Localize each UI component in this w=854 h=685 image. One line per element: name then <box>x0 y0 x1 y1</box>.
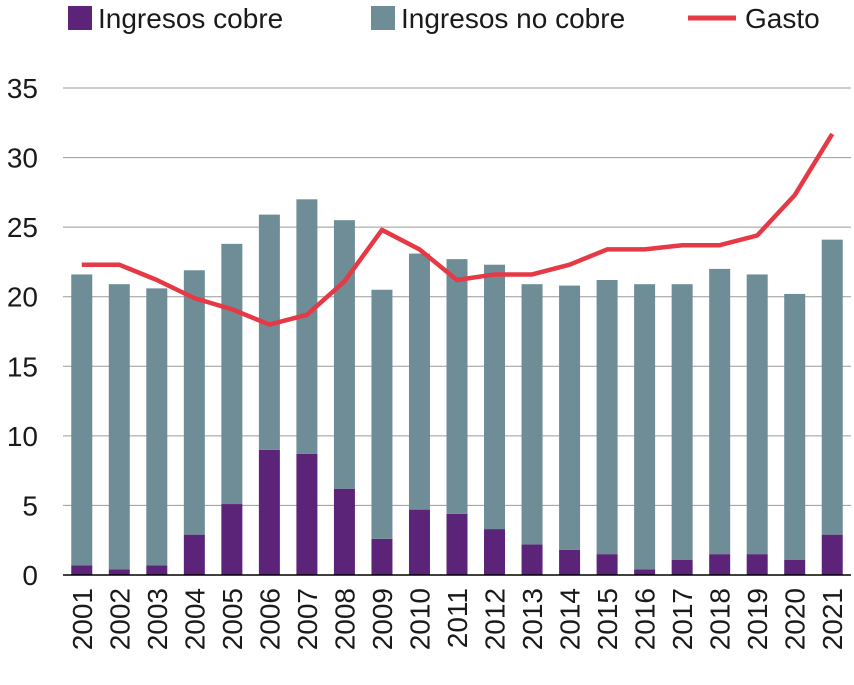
x-tick-label: 2005 <box>217 588 248 650</box>
bar-ingresos-no-cobre <box>709 268 731 555</box>
x-tick-label: 2004 <box>179 588 210 650</box>
bar-ingresos-no-cobre <box>71 274 93 566</box>
legend-gasto: Gasto <box>688 3 820 34</box>
bar-ingresos-no-cobre <box>258 214 280 450</box>
bar-ingresos-no-cobre <box>221 243 243 505</box>
bar-ingresos-cobre <box>183 534 205 575</box>
bar-ingresos-no-cobre <box>484 264 506 530</box>
legend: Ingresos cobre Ingresos no cobre Gasto <box>68 3 820 34</box>
bar-ingresos-no-cobre <box>559 285 581 550</box>
x-tick-label: 2007 <box>292 588 323 650</box>
legend-swatch <box>68 6 92 30</box>
x-tick-label: 2017 <box>667 588 698 650</box>
y-tick-label: 0 <box>22 560 38 591</box>
bar-ingresos-cobre <box>221 504 243 575</box>
legend-label: Ingresos no cobre <box>401 3 625 34</box>
bar-ingresos-cobre <box>484 529 506 575</box>
bar-ingresos-no-cobre <box>634 284 656 570</box>
bar-ingresos-cobre <box>408 509 430 575</box>
bar-ingresos-cobre <box>71 565 93 575</box>
bars <box>71 199 843 575</box>
bar-ingresos-no-cobre <box>671 284 693 560</box>
y-tick-label: 35 <box>7 73 38 104</box>
legend-swatch <box>371 6 395 30</box>
x-tick-label: 2012 <box>480 588 511 650</box>
y-axis: 0 5 10 15 20 25 30 35 <box>7 73 38 591</box>
y-tick-label: 15 <box>7 351 38 382</box>
bar-ingresos-no-cobre <box>108 284 130 570</box>
legend-label: Gasto <box>745 3 820 34</box>
bar-ingresos-cobre <box>296 453 318 575</box>
bar-ingresos-cobre <box>258 449 280 575</box>
bar-ingresos-cobre <box>746 554 768 575</box>
bar-ingresos-no-cobre <box>183 270 205 535</box>
bar-ingresos-cobre <box>521 544 543 575</box>
x-tick-label: 2009 <box>367 588 398 650</box>
y-tick-label: 30 <box>7 143 38 174</box>
legend-label: Ingresos cobre <box>98 3 283 34</box>
bar-ingresos-no-cobre <box>446 259 468 514</box>
bar-ingresos-no-cobre <box>146 288 168 566</box>
y-tick-label: 10 <box>7 421 38 452</box>
x-tick-label: 2002 <box>104 588 135 650</box>
bar-ingresos-no-cobre <box>408 253 430 510</box>
x-tick-label: 2020 <box>780 588 811 650</box>
bar-ingresos-no-cobre <box>596 280 618 555</box>
bar-ingresos-cobre <box>634 569 656 575</box>
legend-ingresos-no-cobre: Ingresos no cobre <box>371 3 625 34</box>
bar-ingresos-no-cobre <box>821 239 843 535</box>
legend-ingresos-cobre: Ingresos cobre <box>68 3 283 34</box>
x-tick-label: 2018 <box>705 588 736 650</box>
y-tick-label: 5 <box>22 490 38 521</box>
x-tick-label: 2003 <box>142 588 173 650</box>
x-tick-label: 2014 <box>555 588 586 650</box>
bar-ingresos-cobre <box>446 513 468 575</box>
bar-ingresos-no-cobre <box>296 199 318 454</box>
bar-ingresos-cobre <box>671 559 693 575</box>
bar-ingresos-cobre <box>821 534 843 575</box>
bar-ingresos-no-cobre <box>784 293 806 560</box>
x-tick-label: 2021 <box>817 588 848 650</box>
x-tick-label: 2008 <box>329 588 360 650</box>
x-tick-label: 2011 <box>442 588 473 648</box>
bar-ingresos-cobre <box>146 565 168 575</box>
bar-ingresos-no-cobre <box>746 274 768 555</box>
bar-ingresos-cobre <box>371 538 393 575</box>
x-tick-label: 2010 <box>404 588 435 650</box>
bar-ingresos-cobre <box>784 559 806 575</box>
x-tick-label: 2006 <box>254 588 285 650</box>
x-tick-label: 2015 <box>592 588 623 650</box>
bar-ingresos-cobre <box>559 549 581 575</box>
bar-ingresos-cobre <box>709 554 731 575</box>
x-tick-label: 2013 <box>517 588 548 650</box>
x-tick-label: 2001 <box>67 588 98 650</box>
bar-ingresos-cobre <box>333 488 355 575</box>
x-tick-label: 2019 <box>742 588 773 650</box>
bar-ingresos-cobre <box>108 569 130 575</box>
bar-ingresos-cobre <box>596 554 618 575</box>
bar-ingresos-no-cobre <box>371 289 393 539</box>
x-axis: 2001 2002 2003 2004 2005 2006 2007 2008 2009 2010… <box>63 574 851 650</box>
x-tick-label: 2016 <box>630 588 661 650</box>
gasto-line <box>81 132 835 327</box>
y-tick-label: 25 <box>7 212 38 243</box>
y-tick-label: 20 <box>7 282 38 313</box>
bar-ingresos-no-cobre <box>521 284 543 545</box>
bar-ingresos-no-cobre <box>333 220 355 489</box>
